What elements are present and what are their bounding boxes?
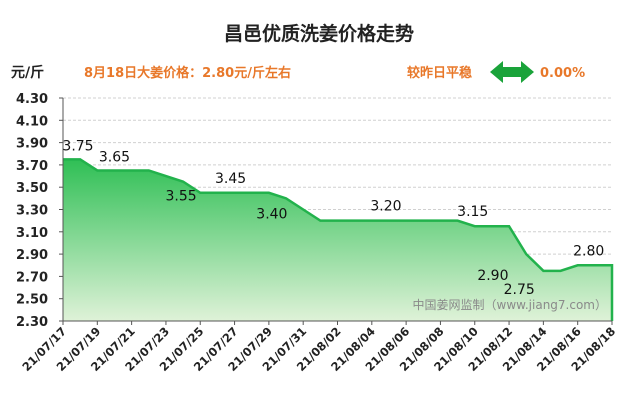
series-line (63, 158, 614, 321)
y-tick-label: 3.70 (16, 159, 48, 174)
area-fill (63, 159, 612, 321)
chart-title: 昌邑优质洗姜价格走势 (224, 22, 414, 45)
y-tick-label: 3.50 (16, 181, 48, 196)
y-tick-label: 3.10 (16, 226, 48, 241)
y-tick-label: 3.30 (16, 204, 48, 219)
data-label: 3.40 (256, 206, 287, 222)
price-note: 8月18日大姜价格：2.80元/斤左右 (84, 65, 291, 81)
y-tick-label: 4.10 (16, 114, 48, 129)
price-area (63, 158, 614, 321)
y-unit-label: 元/斤 (11, 64, 44, 81)
data-label: 3.55 (166, 189, 197, 205)
y-tick-label: 2.70 (16, 270, 48, 285)
data-labels: 3.75 3.65 3.55 3.45 3.40 3.20 3.15 2.902.75 2.80 (62, 138, 604, 298)
data-label: 3.45 (215, 171, 246, 187)
y-tick-label: 3.90 (16, 137, 48, 152)
double-arrow-icon (490, 61, 534, 83)
data-label: 2.75 (504, 282, 535, 298)
data-label: 3.75 (62, 138, 93, 154)
watermark: 中国姜网监制（www.jiang7.com） (413, 297, 607, 312)
y-tick-label: 2.90 (16, 248, 48, 263)
compare-label: 较昨日平稳 (407, 65, 472, 81)
data-label: 2.90 (477, 268, 508, 284)
y-axis-ticks: 2.30 2.50 2.70 2.90 3.10 3.30 3.50 3.70 3.90 4.10… (16, 92, 63, 330)
y-tick-label: 4.30 (16, 92, 48, 107)
data-label: 3.15 (457, 204, 488, 220)
y-tick-label: 2.30 (16, 315, 48, 330)
data-label: 3.65 (99, 149, 130, 165)
data-label: 2.80 (573, 243, 604, 259)
compare-value: 0.00% (540, 66, 585, 81)
x-axis-ticks: 21/07/1721/07/1921/07/2121/07/2321/07/25… (19, 321, 618, 374)
data-label: 3.20 (370, 199, 401, 215)
y-tick-label: 2.50 (16, 293, 48, 308)
